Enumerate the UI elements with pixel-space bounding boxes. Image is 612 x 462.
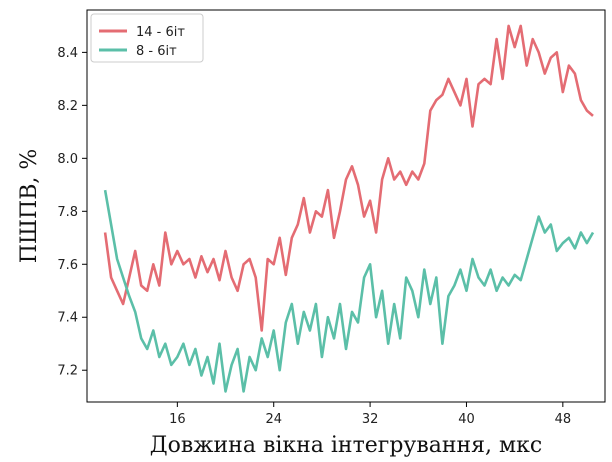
legend-label-series-2: 8 - 6іт [136, 44, 177, 59]
legend-label-series-1: 14 - 6іт [136, 25, 185, 40]
x-tick-label: 32 [362, 412, 379, 427]
y-tick-label: 8.4 [57, 46, 78, 61]
y-tick-label: 8.0 [57, 152, 78, 167]
y-tick-label: 7.8 [57, 205, 78, 220]
y-tick-label: 7.2 [57, 364, 78, 379]
ticks-layer: 16 24 32 40 48 7.2 7.4 7.6 7.8 8.0 8.2 8.4 [57, 46, 571, 427]
y-tick-label: 8.2 [57, 99, 78, 114]
x-axis-title: Довжина вікна інтегрування, мкс [150, 433, 542, 458]
legend: 14 - 6іт 8 - 6іт [90, 13, 204, 63]
x-tick-label: 16 [169, 412, 186, 427]
y-tick-label: 7.6 [57, 258, 78, 273]
plot-area [86, 9, 606, 403]
y-axis-title: ПШПВ, % [17, 149, 42, 264]
x-tick-label: 40 [458, 412, 475, 427]
x-tick-label: 48 [555, 412, 572, 427]
series-line-1 [103, 24, 594, 332]
series-layer [103, 24, 595, 393]
x-tick-label: 24 [265, 412, 282, 427]
y-tick-label: 7.4 [57, 311, 78, 326]
series-line-2 [103, 189, 595, 393]
